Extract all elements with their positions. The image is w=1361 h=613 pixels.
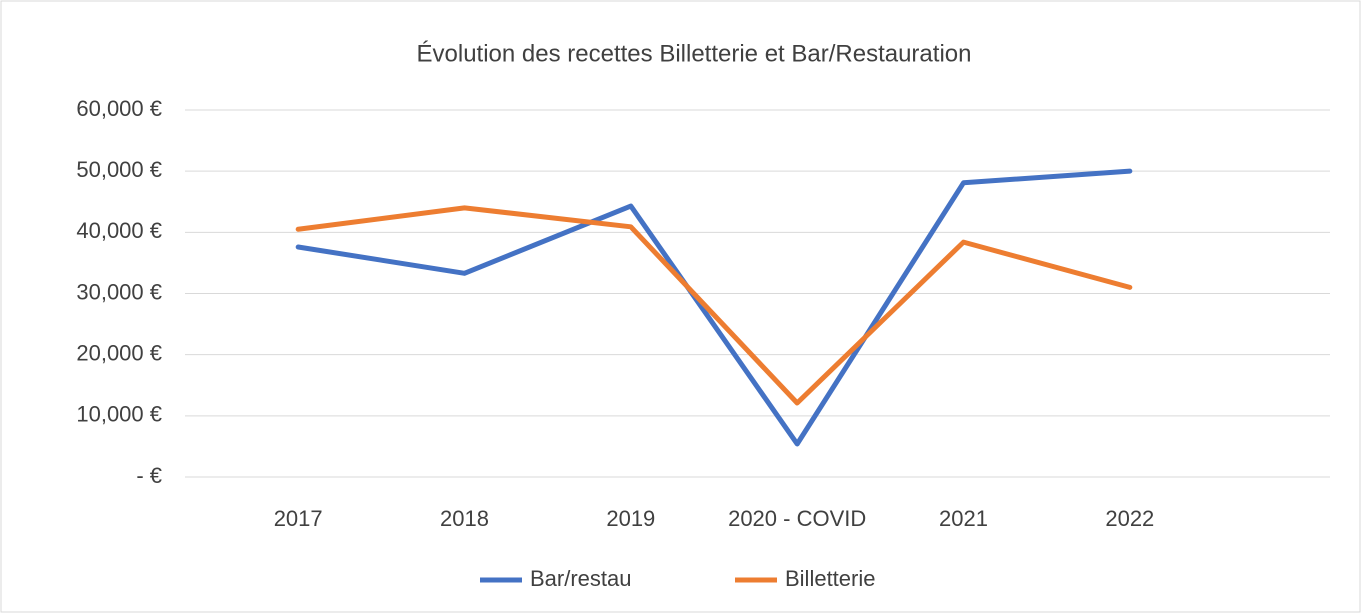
y-tick-label: 10,000 € [76,402,162,427]
x-tick-label: 2018 [440,506,489,531]
y-tick-label: 20,000 € [76,340,162,365]
x-tick-label: 2022 [1105,506,1154,531]
y-tick-label: 50,000 € [76,157,162,182]
x-tick-label: 2020 - COVID [728,506,866,531]
legend-label: Bar/restau [530,566,632,591]
series-line [295,168,1133,447]
y-tick-label: 60,000 € [76,96,162,121]
legend-label: Billetterie [785,566,875,591]
series-line [295,205,1133,406]
x-tick-label: 2017 [274,506,323,531]
x-tick-label: 2021 [939,506,988,531]
chart-title: Évolution des recettes Billetterie et Ba… [417,40,972,67]
y-tick-label: 30,000 € [76,279,162,304]
x-tick-label: 2019 [606,506,655,531]
y-tick-label: - € [136,463,162,488]
y-tick-label: 40,000 € [76,218,162,243]
